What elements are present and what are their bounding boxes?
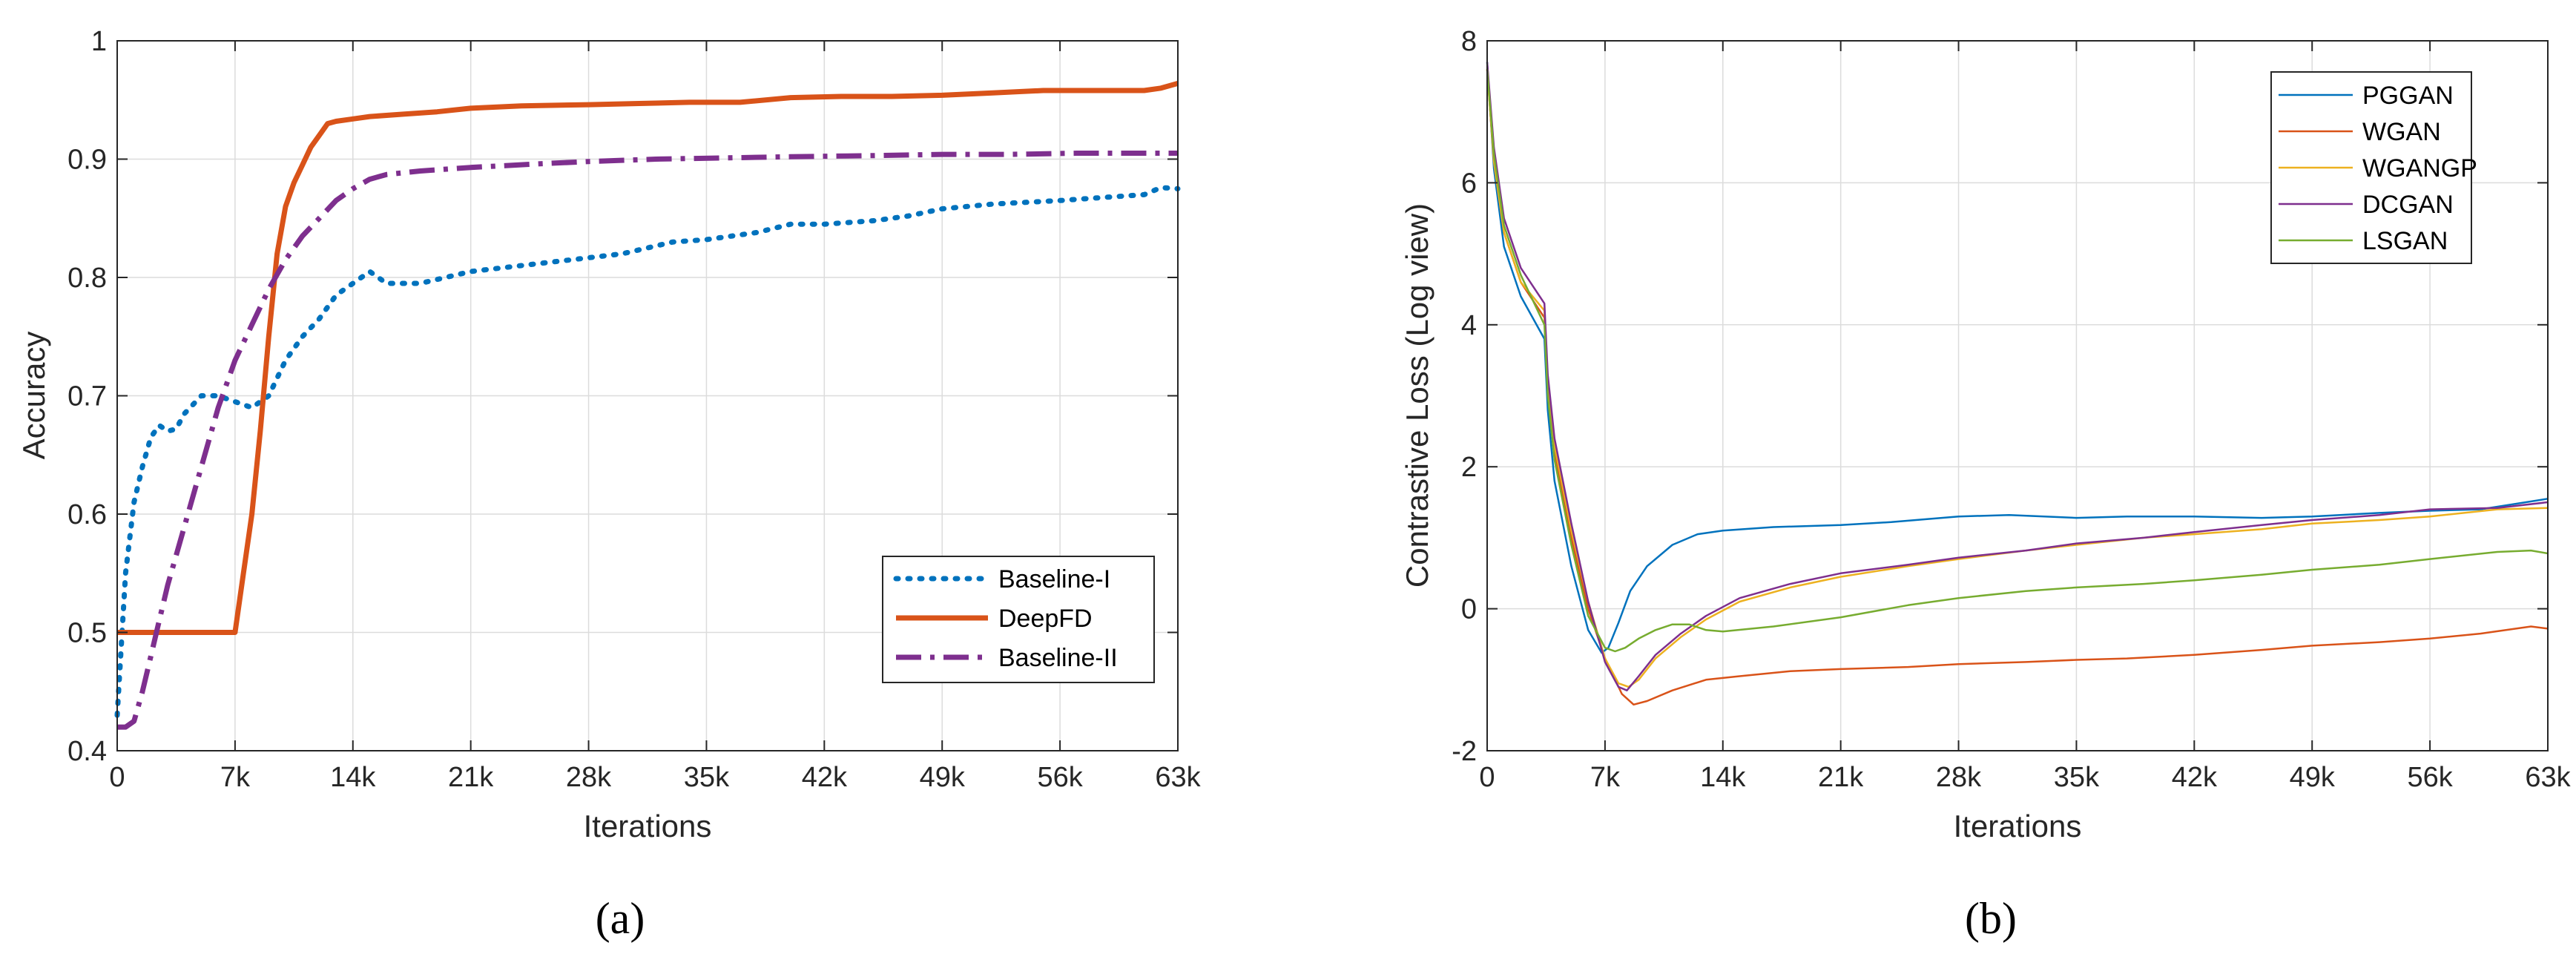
series-line-lsgan bbox=[1486, 69, 2549, 653]
x-axis-label: Iterations bbox=[1954, 809, 2082, 843]
legend: Baseline-I DeepFD Baseline-II bbox=[882, 556, 1155, 683]
x-tick-label: 42k bbox=[2172, 762, 2218, 793]
y-tick-label: 0.8 bbox=[67, 263, 107, 294]
x-tick-label: 0 bbox=[109, 762, 125, 793]
y-tick-label: 0.4 bbox=[67, 736, 107, 767]
series-line-pggan bbox=[1486, 62, 2549, 654]
y-tick-label: 1 bbox=[91, 26, 107, 57]
series-line-dcgan bbox=[1486, 62, 2549, 691]
legend-label-baseline-i: Baseline-I bbox=[998, 565, 1110, 593]
y-axis-label: Contrastive Loss (Log view) bbox=[1400, 203, 1434, 588]
x-tick-label: 14k bbox=[330, 762, 376, 793]
y-tick-label: -2 bbox=[1452, 736, 1477, 767]
y-axis-label: Accuracy bbox=[16, 332, 51, 460]
x-tick-label: 14k bbox=[1700, 762, 1746, 793]
x-tick-label: 35k bbox=[684, 762, 730, 793]
x-axis-label: Iterations bbox=[584, 809, 712, 843]
x-tick-label: 21k bbox=[1818, 762, 1864, 793]
x-tick-label: 35k bbox=[2054, 762, 2100, 793]
x-tick-label: 21k bbox=[448, 762, 494, 793]
x-tick-label: 7k bbox=[1590, 762, 1621, 793]
x-tick-label: 28k bbox=[1936, 762, 1982, 793]
x-tick-label: 42k bbox=[802, 762, 848, 793]
y-tick-label: 0.5 bbox=[67, 618, 107, 649]
legend-label-pggan: PGGAN bbox=[2362, 82, 2454, 110]
legend-label-dcgan: DCGAN bbox=[2362, 191, 2454, 219]
x-tick-label: 56k bbox=[1037, 762, 1083, 793]
x-tick-label: 28k bbox=[566, 762, 612, 793]
y-tick-label: 4 bbox=[1461, 310, 1477, 341]
y-tick-label: 0.7 bbox=[67, 381, 107, 412]
x-tick-label: 56k bbox=[2407, 762, 2453, 793]
axis-ticks: 0 7k 14k 21k 28k 35k 42k 49k 56k 63k 0.4 0.5 0.6 0.7 0… bbox=[67, 26, 1201, 793]
y-tick-label: 0 bbox=[1461, 594, 1477, 625]
y-tick-label: 6 bbox=[1461, 168, 1477, 199]
x-tick-label: 63k bbox=[2525, 762, 2571, 793]
accuracy-chart: 0 7k 14k 21k 28k 35k 42k 49k 56k 63k 0.4 0.5 0.6 0.7 0… bbox=[16, 26, 1202, 943]
series-lines bbox=[1486, 62, 2549, 706]
legend-label-wgangp: WGANGP bbox=[2362, 154, 2477, 182]
x-tick-label: 0 bbox=[1479, 762, 1495, 793]
x-tick-label: 7k bbox=[220, 762, 251, 793]
legend: PGGAN WGAN WGANGP DCGAN LSGAN bbox=[2270, 71, 2477, 264]
y-tick-label: 2 bbox=[1461, 452, 1477, 483]
legend-label-deepfd: DeepFD bbox=[998, 605, 1093, 633]
series-line-deepfd bbox=[117, 81, 1179, 635]
series-line-baseline-i bbox=[114, 185, 1181, 718]
series-lines bbox=[114, 81, 1181, 730]
panel-label-b: (b) bbox=[1965, 894, 2017, 943]
x-tick-label: 49k bbox=[2290, 762, 2336, 793]
x-tick-label: 49k bbox=[920, 762, 966, 793]
legend-label-baseline-ii: Baseline-II bbox=[998, 644, 1118, 672]
y-tick-label: 0.9 bbox=[67, 145, 107, 176]
y-tick-label: 8 bbox=[1461, 26, 1477, 57]
x-tick-label: 63k bbox=[1155, 762, 1201, 793]
legend-label-wgan: WGAN bbox=[2362, 118, 2441, 146]
panel-label-a: (a) bbox=[596, 894, 645, 943]
legend-label-lsgan: LSGAN bbox=[2362, 227, 2448, 255]
plot-frame bbox=[1486, 40, 2549, 751]
series-line-baseline-ii bbox=[117, 151, 1178, 730]
y-tick-label: 0.6 bbox=[67, 499, 107, 530]
